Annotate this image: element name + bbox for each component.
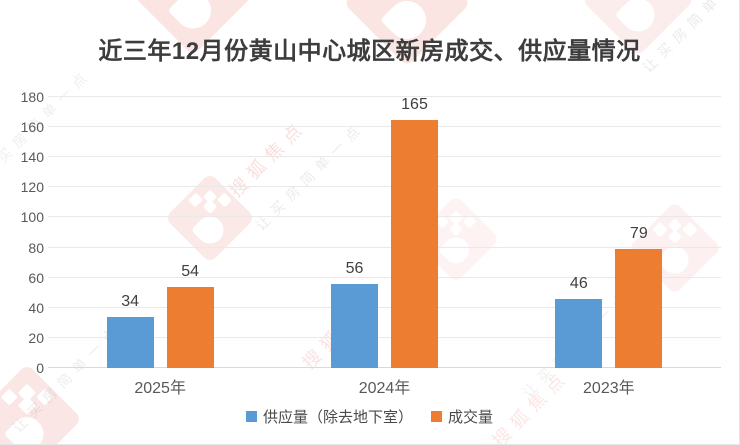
gridline (48, 96, 721, 97)
gridline (48, 246, 721, 248)
gridline (48, 186, 721, 188)
bar-value-label: 79 (629, 225, 648, 243)
bar-sales (391, 119, 438, 368)
legend-swatch-supply (245, 411, 257, 422)
x-axis-category-label: 2023年 (583, 380, 635, 397)
bar-value-label: 34 (121, 292, 140, 310)
gridline (48, 216, 721, 218)
legend-item-sales: 成交量 (431, 406, 493, 427)
legend-label: 供应量（除去地下室） (262, 410, 413, 426)
chart-title: 近三年12月份黄山中心城区新房成交、供应量情况 (98, 38, 641, 65)
logo-diamond-cutout (18, 383, 36, 402)
bar-supply (555, 298, 603, 368)
y-axis-tick-label: 120 (20, 179, 44, 196)
bar-supply (106, 316, 154, 368)
sohu-focus-logo-icon (0, 363, 83, 444)
logo-diamond-cutout (35, 388, 54, 406)
bar-value-label: 165 (401, 95, 428, 113)
bar-value-label: 54 (181, 262, 200, 280)
gridline (48, 126, 721, 128)
gridline (48, 336, 721, 338)
y-axis-tick-label: 0 (36, 360, 44, 376)
bar-sales (166, 286, 214, 368)
y-axis-tick-label: 80 (28, 239, 44, 256)
y-axis-tick-label: 180 (20, 89, 44, 105)
watermark-brand-text: 搜狐焦点 (488, 365, 574, 445)
gridline (48, 156, 721, 158)
y-axis-tick-label: 140 (20, 149, 44, 166)
bar-value-label: 56 (345, 259, 364, 277)
y-axis-tick-label: 60 (28, 269, 44, 286)
y-axis-tick-label: 160 (20, 119, 44, 136)
y-axis-tick-label: 20 (28, 329, 44, 346)
y-axis-tick-label: 100 (20, 209, 44, 226)
legend-swatch-sales (431, 411, 442, 422)
x-axis-category-label: 2024年 (358, 380, 411, 397)
gridline (48, 367, 721, 368)
legend-label: 成交量 (448, 410, 494, 426)
gridline (48, 276, 721, 278)
bar-value-label: 46 (569, 274, 588, 292)
logo-diamond-cutout (0, 388, 19, 406)
y-axis-tick-label: 40 (28, 299, 44, 316)
x-axis-category-label: 2025年 (134, 380, 186, 397)
plot-area: 34 54 56 165 46 79 (48, 95, 721, 368)
gridline (48, 306, 721, 308)
legend: 供应量（除去地下室） 成交量 (0, 406, 739, 427)
legend-item-supply: 供应量（除去地下室） (245, 406, 413, 427)
bar-sales (615, 249, 663, 368)
bar-supply (331, 283, 378, 368)
